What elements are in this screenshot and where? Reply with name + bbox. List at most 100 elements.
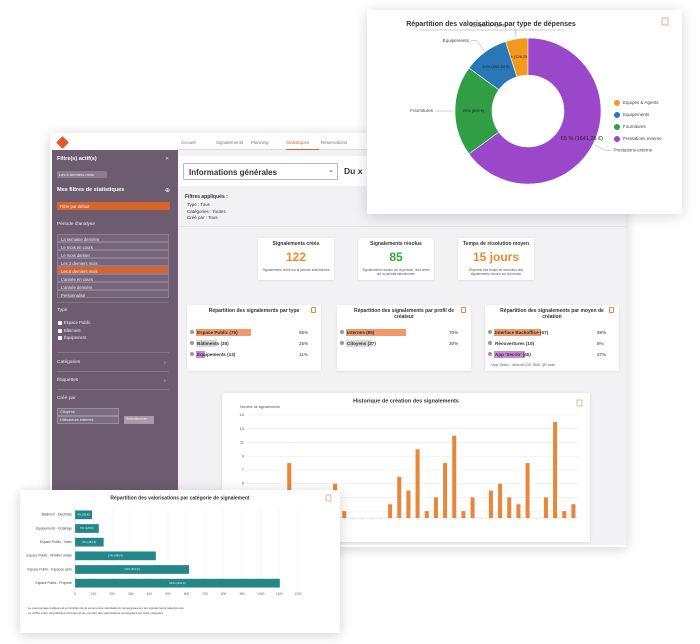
bar <box>75 565 190 574</box>
bar <box>75 537 104 547</box>
y-axis-label: Nombre de signalements <box>240 405 280 409</box>
type-option: Équipement <box>64 335 87 340</box>
x-tick-label: 0 <box>74 592 76 596</box>
legend-swatch <box>614 100 620 106</box>
slice-value-label: 20% (505 €) <box>463 108 485 113</box>
breakdown-bar <box>494 351 526 358</box>
row-percent: 25% <box>299 341 309 346</box>
row-label: Réouvertures (10) <box>495 341 535 346</box>
pie-chart: Répartition des valorisations par type d… <box>406 17 669 185</box>
x-tick-label: 400 <box>147 592 153 596</box>
nav-tab[interactable]: Signalements <box>216 140 244 145</box>
period-option[interactable]: La semaine dernière <box>57 234 169 242</box>
x-tick-label: 100 <box>91 592 97 596</box>
leader-line <box>594 144 612 151</box>
bar <box>571 504 576 518</box>
sidebar-divider <box>57 371 169 372</box>
slice-name: Equipements <box>443 38 470 43</box>
export-icon <box>661 17 669 26</box>
nav-tab[interactable]: Statistiques <box>286 140 319 150</box>
row-percent: 11% <box>299 352 308 357</box>
legend-swatch <box>614 124 620 130</box>
period-option[interactable]: Le mois dernier <box>57 250 169 258</box>
slice-value-label: 5% (126,25 €) <box>507 54 533 59</box>
breakdown-note: *App 'Secrio' : Android, iOS, SMS, QR co… <box>491 363 555 367</box>
bar <box>553 421 558 518</box>
row-percent: 30% <box>449 341 459 346</box>
date-range: Du x <box>344 166 363 176</box>
filters-title: Filtres appliqués : <box>185 194 228 200</box>
y-tick-label: 15 <box>240 412 245 417</box>
created-by-input[interactable]: Citoyens <box>57 408 119 416</box>
row-percent: 55% <box>597 330 607 335</box>
export-icon[interactable] <box>461 307 466 313</box>
nav-tab[interactable]: Réservations <box>321 140 348 145</box>
type-checkbox[interactable] <box>58 321 62 325</box>
period-option[interactable]: L'année dernière <box>57 282 169 290</box>
x-tick-label: 1000 <box>257 592 264 596</box>
add-filter: ⊕ <box>165 188 171 194</box>
row-icon <box>190 341 194 345</box>
section-title[interactable]: Étiquettes <box>57 378 79 383</box>
type-option: Espace Public <box>64 320 91 325</box>
x-tick-label: 300 <box>128 592 134 596</box>
breakdown-title: Répartition des signalements par profil … <box>353 308 455 320</box>
period-option[interactable]: L'année en cours <box>57 274 169 282</box>
legend-label: Equipements <box>623 112 650 117</box>
export-icon[interactable] <box>609 307 614 313</box>
x-tick-label: 800 <box>221 592 227 596</box>
period-option[interactable]: Les 6 derniers mois <box>57 266 169 274</box>
y-tick-label: Espace Public - Espaces verts <box>27 567 72 571</box>
bar <box>75 524 99 533</box>
kpi-title: Signalements résolus <box>370 241 422 247</box>
export-icon[interactable] <box>311 307 316 313</box>
period-option[interactable]: Le mois en cours <box>57 242 169 250</box>
period-option[interactable]: Les 3 derniers mois <box>57 258 169 266</box>
history-chart: Historique de création des signalements N… <box>240 398 583 520</box>
chart-title: Répartition des valorisations par type d… <box>406 21 576 28</box>
type-checkbox[interactable] <box>58 328 62 333</box>
section-title[interactable]: Catégories <box>57 360 81 365</box>
export-icon <box>576 399 583 407</box>
kpi-value: 15 jours <box>472 250 520 264</box>
logo-bar <box>52 135 178 150</box>
row-percent: 37% <box>597 352 607 357</box>
type-checkbox[interactable] <box>58 336 62 340</box>
y-tick-label: 5 <box>242 481 245 486</box>
nav-tab[interactable]: Planning <box>251 140 269 145</box>
kpi-note: Signalements créés sur la période sélect… <box>262 268 330 272</box>
filter-item: Créé par : Tous <box>187 215 218 220</box>
bar <box>507 497 512 518</box>
legend-label: Prestations externe <box>623 136 662 141</box>
slice-name: Fournitures <box>410 108 434 113</box>
active-filter-chip[interactable]: Les 6 derniers mois <box>57 171 107 178</box>
legend-label: Equipes & Agents <box>623 100 659 105</box>
my-filters-title: Mes filtres de statistiques <box>57 187 125 193</box>
breakdown-title: Répartition des signalements par moyen d… <box>500 308 604 320</box>
x-tick-label: 700 <box>202 592 208 596</box>
sidebar-divider <box>57 302 169 303</box>
section-dropdown[interactable]: Informations générales <box>183 163 338 180</box>
select-button[interactable]: Sélectionner <box>124 416 154 424</box>
kpi-card: Signalements créés 122 Signalements créés … <box>258 238 334 280</box>
x-tick-label: 200 <box>110 592 116 596</box>
row-label: Internes (85) <box>347 330 375 335</box>
row-label: Bâtiments (30) <box>197 341 229 346</box>
bar <box>461 511 466 518</box>
row-percent: 8% <box>597 341 604 346</box>
bar <box>406 490 411 518</box>
row-icon <box>488 352 492 356</box>
period-option[interactable]: Personnalisé <box>57 290 169 298</box>
x-tick-label: 500 <box>165 592 171 596</box>
nav-tab[interactable]: Accueil <box>181 140 196 145</box>
y-tick-label: 9 <box>242 453 245 458</box>
bar <box>75 578 280 588</box>
bar <box>543 497 548 518</box>
default-filter-button[interactable]: Filtre par défaut <box>57 202 170 210</box>
kpi-value: 122 <box>285 250 307 264</box>
bar <box>498 483 503 518</box>
breakdown-card: Répartition des signalements par type Esp… <box>187 305 321 371</box>
row-icon <box>488 330 492 334</box>
created-by-input[interactable]: Utilisateurs internes <box>57 416 119 424</box>
bar <box>433 497 438 518</box>
